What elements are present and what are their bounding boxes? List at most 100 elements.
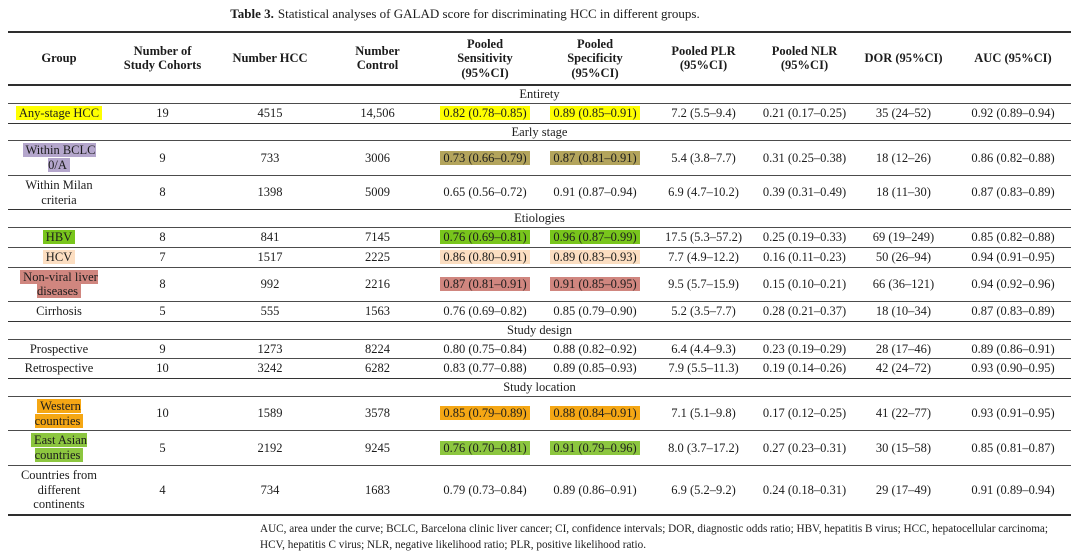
highlighted-cell-value: 0.76 (0.70–0.81) xyxy=(440,440,530,455)
cell-value: 0.92 (0.89–0.94) xyxy=(971,105,1055,120)
cell-plr: 7.1 (5.1–9.8) xyxy=(650,396,757,431)
cell-dor: 35 (24–52) xyxy=(852,103,955,123)
cell-value: 0.94 (0.92–0.96) xyxy=(971,276,1055,291)
cell-dor: 18 (11–30) xyxy=(852,175,955,210)
cell-plr: 6.4 (4.4–9.3) xyxy=(650,339,757,359)
cell-nlr: 0.27 (0.23–0.31) xyxy=(757,431,852,466)
cell-group: Retrospective xyxy=(8,359,110,379)
cell-value: 4 xyxy=(159,482,166,497)
cell-value: 18 (12–26) xyxy=(875,150,932,165)
table-caption: Table 3. Statistical analyses of GALAD sc… xyxy=(0,6,930,22)
cell-plr: 8.0 (3.7–17.2) xyxy=(650,431,757,466)
cell-sens: 0.86 (0.80–0.91) xyxy=(430,247,540,267)
cell-value: 0.91 (0.89–0.94) xyxy=(971,482,1055,497)
cell-value: 1589 xyxy=(257,406,283,421)
cell-plr: 9.5 (5.7–15.9) xyxy=(650,267,757,302)
cell-hcc: 1273 xyxy=(215,339,325,359)
table-row: Within BCLC 0/A 9 733 3006 0.73 (0.66–0.79) 0… xyxy=(8,140,1071,176)
cell-spec: 0.89 (0.85–0.93) xyxy=(540,359,650,379)
cell-value: 8.0 (3.7–17.2) xyxy=(668,440,739,455)
cell-value: 0.25 (0.19–0.33) xyxy=(762,230,847,245)
cell-hcc: 733 xyxy=(215,141,325,176)
cell-value: 733 xyxy=(260,150,280,165)
cell-dor: 41 (22–77) xyxy=(852,396,955,431)
cell-value: Prospective xyxy=(29,341,89,356)
document-page: Table 3. Statistical analyses of GALAD sc… xyxy=(0,6,1071,551)
cell-auc: 0.93 (0.90–0.95) xyxy=(955,359,1071,379)
table-row: Cirrhosis 5 555 1563 0.76 (0.69–0.82) 0.85 (0… xyxy=(8,301,1071,322)
cell-value: 29 (17–49) xyxy=(875,482,932,497)
table-caption-text: Statistical analyses of GALAD score for … xyxy=(277,6,700,21)
cell-value: 0.31 (0.25–0.38) xyxy=(762,150,847,165)
cell-value: 7.2 (5.5–9.4) xyxy=(671,105,736,120)
cell-nlr: 0.17 (0.12–0.25) xyxy=(757,396,852,431)
cell-plr: 5.2 (3.5–7.7) xyxy=(650,302,757,322)
cell-nlr: 0.25 (0.19–0.33) xyxy=(757,228,852,248)
cell-value: 69 (19–249) xyxy=(872,230,935,245)
highlighted-cell-value: 0.87 (0.81–0.91) xyxy=(550,150,640,165)
cell-value: 0.23 (0.19–0.29) xyxy=(762,341,847,356)
cell-auc: 0.94 (0.91–0.95) xyxy=(955,247,1071,267)
cell-value: 0.79 (0.73–0.84) xyxy=(443,482,527,497)
table-row: Within Milan criteria 8 1398 5009 0.65 (0.56… xyxy=(8,175,1071,210)
cell-value: 6.4 (4.4–9.3) xyxy=(671,341,736,356)
cell-value: 0.80 (0.75–0.84) xyxy=(443,341,527,356)
highlighted-cell-value: 0.87 (0.81–0.91) xyxy=(440,276,530,291)
cell-value: 0.94 (0.91–0.95) xyxy=(971,249,1055,264)
cell-dor: 29 (17–49) xyxy=(852,465,955,515)
cell-hcc: 3242 xyxy=(215,359,325,379)
cell-value: 0.89 (0.86–0.91) xyxy=(553,482,637,497)
table-row: Prospective 9 1273 8224 0.80 (0.75–0.84) 0.88… xyxy=(8,339,1071,359)
cell-nlr: 0.21 (0.17–0.25) xyxy=(757,103,852,123)
cell-group: Any-stage HCC xyxy=(8,103,110,123)
cell-sens: 0.85 (0.79–0.89) xyxy=(430,396,540,431)
cell-value: 0.85 (0.82–0.88) xyxy=(971,230,1055,245)
cell-value: 5009 xyxy=(365,185,390,200)
highlighted-cell-value: Any-stage HCC xyxy=(15,105,103,120)
cell-group: Western countries xyxy=(8,396,110,431)
cell-control: 1683 xyxy=(325,465,430,515)
cell-group: Within BCLC 0/A xyxy=(8,141,110,176)
table-row: East Asian countries 5 2192 9245 0.76 (0.70–… xyxy=(8,430,1071,466)
cell-value: 1398 xyxy=(257,185,283,200)
cell-nlr: 0.23 (0.19–0.29) xyxy=(757,339,852,359)
highlighted-cell-value: HBV xyxy=(42,230,76,245)
cell-value: 3242 xyxy=(257,361,283,376)
cell-cohorts: 8 xyxy=(110,267,215,302)
cell-value: 8 xyxy=(159,276,166,291)
cell-control: 8224 xyxy=(325,339,430,359)
cell-value: 19 xyxy=(156,105,169,120)
cell-sens: 0.87 (0.81–0.91) xyxy=(430,267,540,302)
cell-value: 8224 xyxy=(365,341,390,356)
cell-cohorts: 8 xyxy=(110,228,215,248)
cell-value: 35 (24–52) xyxy=(875,105,932,120)
cell-group: Cirrhosis xyxy=(8,302,110,322)
cell-control: 14,506 xyxy=(325,103,430,123)
cell-value: 2225 xyxy=(365,249,390,264)
cell-spec: 0.88 (0.84–0.91) xyxy=(540,396,650,431)
table-row: Retrospective 10 3242 6282 0.83 (0.77–0.88) 0… xyxy=(8,358,1071,379)
cell-spec: 0.89 (0.86–0.91) xyxy=(540,465,650,515)
cell-value: 5.4 (3.8–7.7) xyxy=(671,150,736,165)
cell-auc: 0.94 (0.92–0.96) xyxy=(955,267,1071,302)
cell-sens: 0.76 (0.69–0.82) xyxy=(430,302,540,322)
highlighted-cell-value: 0.76 (0.69–0.81) xyxy=(440,230,530,245)
cell-cohorts: 10 xyxy=(110,396,215,431)
cell-value: 10 xyxy=(156,361,169,376)
cell-value: 3006 xyxy=(365,150,390,165)
cell-value: 0.87 (0.83–0.89) xyxy=(971,304,1055,319)
table-header: Group Number of Study Cohorts Number HCC… xyxy=(8,32,1071,86)
cell-auc: 0.87 (0.83–0.89) xyxy=(955,175,1071,210)
cell-sens: 0.73 (0.66–0.79) xyxy=(430,141,540,176)
section-label: Study location xyxy=(503,380,576,395)
cell-value: 1517 xyxy=(257,249,283,264)
table-footnote: AUC, area under the curve; BCLC, Barcelo… xyxy=(260,523,1048,551)
cell-value: 66 (36–121) xyxy=(872,276,935,291)
cell-value: 0.65 (0.56–0.72) xyxy=(443,185,527,200)
highlighted-cell-value: 0.85 (0.79–0.89) xyxy=(440,406,530,421)
cell-hcc: 2192 xyxy=(215,431,325,466)
cell-value: 555 xyxy=(260,304,280,319)
cell-value: 0.19 (0.14–0.26) xyxy=(762,361,847,376)
table-body: Entirety Any-stage HCC 19 4515 14,506 0.82 (0… xyxy=(8,85,1071,515)
cell-dor: 30 (15–58) xyxy=(852,431,955,466)
